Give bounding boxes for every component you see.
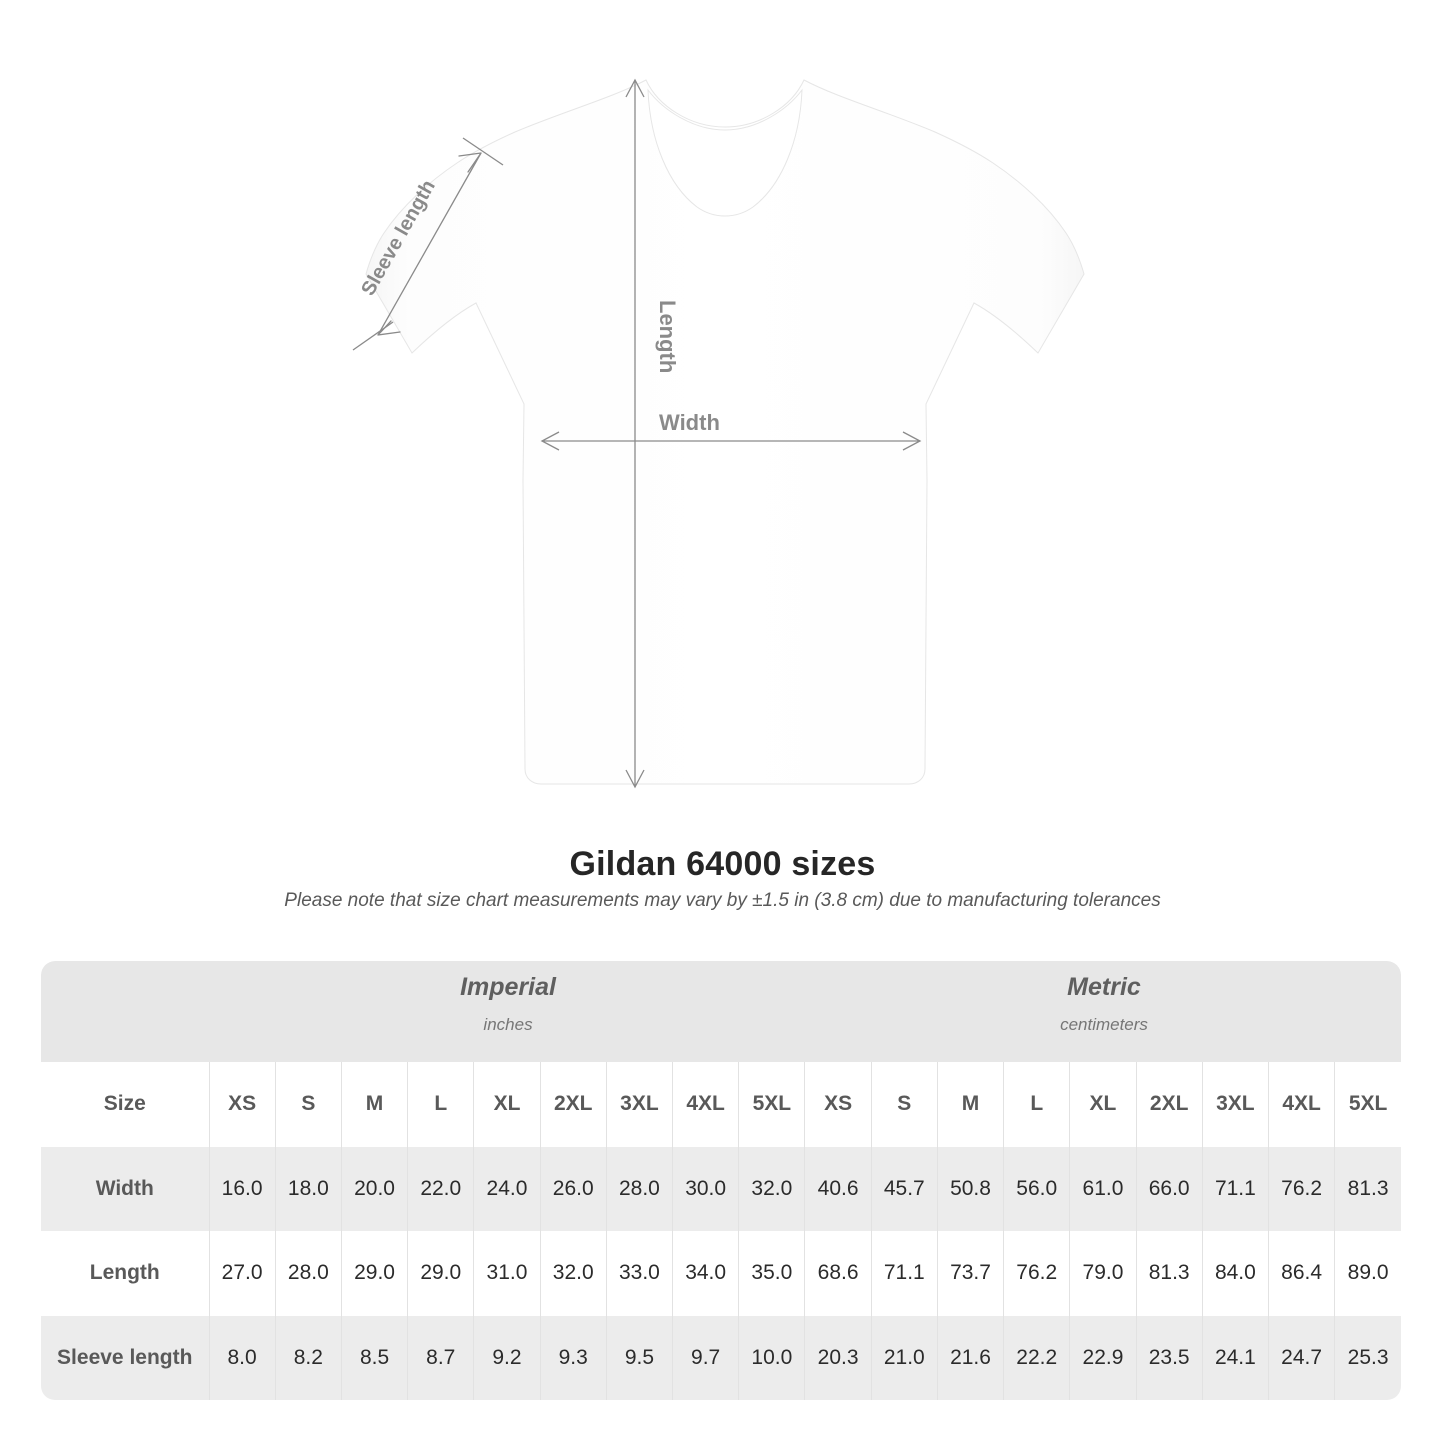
svg-text:Width: Width xyxy=(659,410,720,435)
svg-text:Length: Length xyxy=(655,300,680,373)
